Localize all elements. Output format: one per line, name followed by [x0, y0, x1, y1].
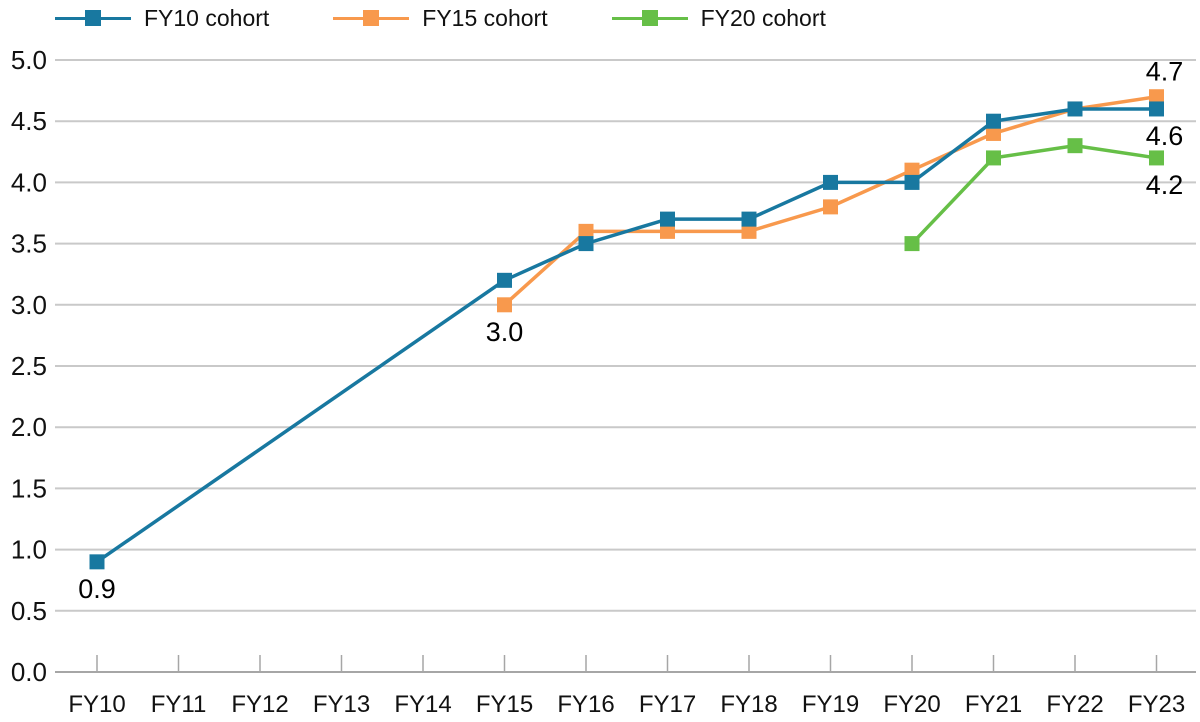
series-marker-fy10-cohort-fy23 [1149, 101, 1164, 117]
x-tick-label: FY10 [68, 691, 125, 718]
x-tick-label: FY21 [965, 691, 1022, 718]
data-label-3-0: 3.0 [486, 317, 524, 347]
series-marker-fy15-cohort-fy18 [741, 223, 757, 239]
y-tick-label: 2.5 [11, 351, 47, 381]
y-tick-label: 2.0 [11, 412, 47, 442]
x-tick-label: FY13 [313, 691, 370, 718]
series-marker-fy20-cohort-fy21 [986, 150, 1001, 166]
data-label-4-6: 4.6 [1146, 121, 1184, 151]
data-label-4-2: 4.2 [1146, 170, 1184, 200]
x-tick-label: FY20 [883, 691, 940, 718]
legend-label-fy10-cohort: FY10 cohort [144, 5, 270, 31]
y-tick-label: 4.5 [11, 106, 47, 136]
y-tick-label: 5.0 [11, 45, 47, 75]
legend-marker-fy15-icon [333, 10, 410, 27]
legend-marker-fy10-icon [55, 10, 131, 27]
series-marker-fy10-cohort-fy16 [578, 236, 594, 252]
legend-square-fy20 [641, 10, 658, 26]
series-marker-fy20-cohort-fy22 [1067, 138, 1083, 154]
series-marker-fy15-cohort-fy20 [904, 162, 920, 178]
chart-legend: FY10 cohort FY15 cohort FY20 cohort [55, 6, 826, 30]
x-tick-label: FY14 [394, 691, 451, 718]
y-tick-label: 0.0 [11, 657, 47, 687]
x-tick-label: FY11 [151, 691, 207, 718]
x-tick-label: FY18 [720, 691, 777, 718]
series-line-fy20-cohort [910, 143, 1157, 245]
legend-label-fy15-cohort: FY15 cohort [422, 5, 548, 31]
legend-square-fy15 [363, 10, 380, 26]
y-tick-label: 3.0 [11, 290, 47, 320]
series-marker-fy15-cohort-fy15 [497, 297, 512, 313]
series-marker-fy15-cohort-fy21 [986, 125, 1001, 141]
series-marker-fy10-cohort-fy19 [823, 174, 838, 190]
legend-marker-fy20-icon [611, 10, 688, 27]
data-label-0-9: 0.9 [78, 574, 116, 604]
legend-item-fy15-cohort: FY15 cohort [333, 5, 548, 31]
series-marker-fy10-cohort-fy22 [1067, 101, 1083, 117]
series-marker-fy15-cohort-fy16 [578, 223, 594, 239]
data-label-4-7: 4.7 [1146, 57, 1184, 87]
x-tick-label: FY16 [557, 691, 614, 718]
y-tick-label: 3.5 [11, 229, 47, 259]
x-tick-label: FY12 [231, 691, 288, 718]
y-tick-label: 4.0 [11, 167, 47, 197]
x-tick-label: FY19 [802, 691, 859, 718]
legend-item-fy20-cohort: FY20 cohort [611, 5, 826, 31]
y-tick-label: 1.5 [11, 473, 47, 503]
series-marker-fy15-cohort-fy23 [1149, 89, 1164, 105]
legend-label-fy20-cohort: FY20 cohort [700, 5, 826, 31]
x-tick-label: FY17 [639, 691, 696, 718]
series-marker-fy10-cohort-fy20 [904, 174, 920, 190]
x-tick-label: FY23 [1128, 691, 1185, 718]
legend-item-fy10-cohort: FY10 cohort [55, 6, 269, 30]
series-marker-fy15-cohort-fy19 [823, 199, 838, 215]
series-line-fy10-cohort [96, 107, 1157, 564]
legend-square-fy10 [85, 10, 101, 26]
series-marker-fy10-cohort-fy15 [497, 272, 512, 288]
series-marker-fy20-cohort-fy23 [1149, 150, 1164, 166]
series-marker-fy10-cohort-fy10 [89, 554, 105, 570]
y-tick-label: 0.5 [11, 596, 47, 626]
x-tick-label: FY15 [476, 691, 533, 718]
y-tick-label: 1.0 [11, 535, 47, 565]
series-marker-fy15-cohort-fy17 [660, 223, 675, 239]
x-tick-label: FY22 [1046, 691, 1103, 718]
series-marker-fy10-cohort-fy18 [741, 211, 757, 227]
series-marker-fy20-cohort-fy20 [904, 236, 920, 252]
series-marker-fy10-cohort-fy17 [660, 211, 675, 227]
series-marker-fy10-cohort-fy21 [986, 113, 1001, 129]
